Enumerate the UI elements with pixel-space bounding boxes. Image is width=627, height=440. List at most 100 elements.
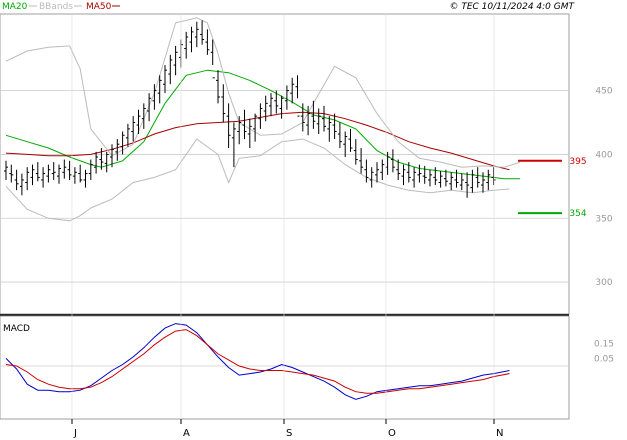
ohlc-bar <box>375 162 379 183</box>
ohlc-bar <box>210 39 215 79</box>
ohlc-bar <box>353 139 358 165</box>
ohlc-bar <box>67 160 72 180</box>
ohlc-bar <box>269 93 273 117</box>
ohlc-bar <box>41 167 46 188</box>
ohlc-bar <box>364 159 369 183</box>
ohlc-bar <box>406 162 411 183</box>
price-tick-label: 350 <box>595 214 612 224</box>
ohlc-bar <box>475 167 480 188</box>
ohlc-bar <box>359 148 364 174</box>
ohlc-bar <box>396 159 401 180</box>
x-tick-label: A <box>183 428 190 439</box>
ohlc-bar <box>173 45 178 76</box>
macd-tick-label: 0.05 <box>594 354 614 364</box>
ohlc-bar <box>157 75 162 104</box>
ohlc-bar <box>348 128 353 152</box>
ohlc-bar <box>412 167 417 188</box>
ohlc-bar <box>141 103 146 129</box>
ohlc-bar <box>486 169 491 191</box>
ohlc-bar <box>242 109 247 140</box>
ohlc-bar <box>428 169 432 187</box>
ohlc-bar <box>221 84 226 123</box>
ohlc-bar <box>438 171 443 188</box>
price-y-axis: 450 400 350 300 <box>595 87 612 288</box>
ohlc-bar <box>184 31 189 59</box>
ohlc-bar <box>231 122 236 168</box>
ohlc-bar <box>433 167 438 186</box>
price-annotations: 395 354 <box>518 157 587 219</box>
ohlc-bar <box>19 173 24 196</box>
price-tick-label: 300 <box>595 278 612 288</box>
ohlc-bar <box>316 108 321 134</box>
ohlc-bar <box>147 93 152 122</box>
legend-ma20: MA20 <box>2 2 28 12</box>
x-tick-label: O <box>388 428 396 439</box>
ohlc-bar <box>417 164 422 183</box>
ohlc-bar <box>200 20 205 45</box>
ohlc-bar <box>284 85 289 110</box>
macd-panel <box>0 315 570 420</box>
ohlc-bar <box>163 65 167 94</box>
ohlc-bar <box>449 172 454 191</box>
macd-tick-label: 0.15 <box>594 339 614 349</box>
x-tick-label: S <box>286 428 292 439</box>
legend: MA20 BBands MA50 <box>2 2 120 12</box>
price-tick-label: 400 <box>595 150 612 160</box>
ohlc-bar <box>189 26 194 53</box>
ohlc-bar <box>369 167 374 188</box>
ohlc-bar <box>465 172 470 198</box>
ohlc-bar <box>343 131 348 157</box>
copyright: © TEC 10/11/2024 4:0 GMT <box>449 2 575 12</box>
ohlc-bar <box>72 167 77 184</box>
ohlc-bar <box>322 105 326 132</box>
ohlc-bar <box>247 118 252 149</box>
ohlc-bar <box>390 149 395 173</box>
ohlc-bar <box>9 164 14 183</box>
ohlc-bar <box>300 103 305 132</box>
ohlc-bar <box>401 164 406 186</box>
x-tick-label: N <box>496 428 503 439</box>
legend-ma50: MA50 <box>86 2 112 12</box>
ohlc-bar <box>115 139 120 161</box>
ohlc-bar <box>459 173 464 191</box>
ohlc-bar <box>263 95 268 122</box>
ohlc-bar <box>14 169 19 191</box>
macd-y-axis: 0.15 0.05 <box>594 339 614 364</box>
ohlc-bar <box>454 169 459 188</box>
price-grid <box>0 90 569 283</box>
ohlc-bar <box>131 116 136 142</box>
ohlc-bar <box>226 103 231 149</box>
ohlc-bar <box>110 144 114 168</box>
ohlc-bar <box>295 75 300 117</box>
ohlc-bar <box>194 21 199 48</box>
ohlc-bar <box>258 103 263 129</box>
x-tick-label: J <box>73 428 77 439</box>
ohlc-bar <box>46 164 51 183</box>
ohlc-bar <box>120 131 125 155</box>
price-panel <box>0 13 570 315</box>
ohlc-bar <box>443 169 448 187</box>
ohlc-bar <box>380 159 385 180</box>
ohlc-bar <box>279 95 284 119</box>
ohlc-bar <box>57 164 61 184</box>
ohlc-bar <box>311 100 316 129</box>
ohlc-bar <box>168 54 173 85</box>
ohlc-bar <box>274 90 279 114</box>
ohlc-bar <box>78 164 83 183</box>
series-signal-line <box>5 329 510 394</box>
ohlc-bar <box>306 105 311 136</box>
ohlc-bar <box>99 148 104 170</box>
ohlc-bar <box>35 162 40 182</box>
ohlc-bar <box>337 122 342 149</box>
ohlc-bar <box>152 84 157 110</box>
ohlc-bar <box>253 113 258 142</box>
ohlc-bar <box>83 169 88 188</box>
price-bars <box>4 20 496 198</box>
ohlc-bar <box>62 159 67 179</box>
price-series <box>5 17 521 222</box>
series-bbands-lower-line <box>5 138 510 222</box>
ohlc-bar <box>481 172 485 193</box>
level-label: 354 <box>569 209 586 219</box>
